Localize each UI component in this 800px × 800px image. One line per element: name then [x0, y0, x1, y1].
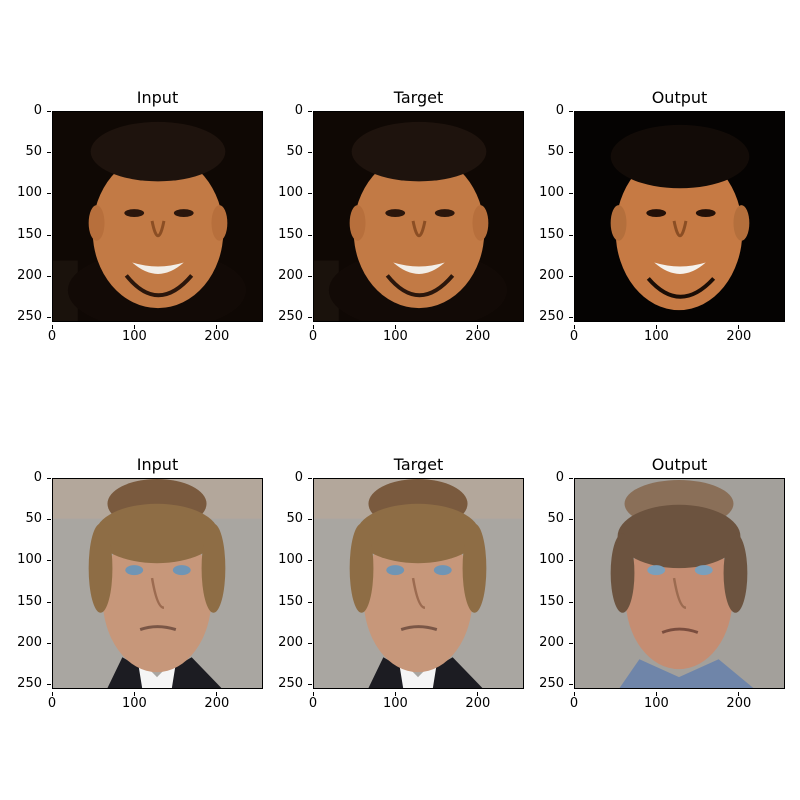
x-tick-label: 200	[458, 325, 498, 344]
panel-title: Input	[136, 88, 179, 107]
image-face-1-input	[52, 111, 263, 322]
y-tick-label: 250	[8, 677, 51, 691]
x-tick-label: 0	[293, 692, 333, 711]
y-tick-label: 250	[269, 310, 312, 324]
x-tick-label: 100	[375, 692, 415, 711]
panel-row2-target: Target	[313, 456, 524, 689]
y-tick-label: 250	[269, 677, 312, 691]
panel-row1-input: Input	[52, 89, 263, 322]
y-tick-label: 100	[530, 553, 573, 567]
face-dark-image	[314, 112, 523, 321]
y-tick-label: 0	[8, 104, 51, 118]
image-face-1-output	[574, 111, 785, 322]
face-light-image	[53, 479, 262, 688]
panel-title: Output	[651, 455, 708, 474]
y-tick-label: 200	[530, 268, 573, 283]
y-tick-label: 200	[530, 635, 573, 650]
x-tick-label: 200	[719, 325, 759, 344]
y-tick-label: 0	[530, 471, 573, 485]
y-tick-label: 150	[269, 594, 312, 609]
y-tick-label: 200	[8, 268, 51, 283]
y-tick-label: 0	[530, 104, 573, 118]
x-tick-label: 100	[114, 692, 154, 711]
y-tick-label: 250	[8, 310, 51, 324]
image-face-2-output	[574, 478, 785, 689]
y-tick-label: 150	[8, 227, 51, 242]
y-tick-label: 150	[530, 594, 573, 609]
y-tick-label: 0	[8, 471, 51, 485]
x-tick-label: 200	[458, 692, 498, 711]
panel-row1-target: Target	[313, 89, 524, 322]
x-tick-label: 100	[114, 325, 154, 344]
y-tick-label: 50	[530, 512, 573, 526]
y-tick-label: 100	[269, 186, 312, 200]
x-tick-label: 100	[636, 692, 676, 711]
y-tick-label: 100	[8, 186, 51, 200]
x-tick-label: 0	[554, 325, 594, 344]
x-tick-label: 0	[32, 692, 72, 711]
y-tick-label: 50	[8, 145, 51, 159]
y-tick-label: 250	[530, 677, 573, 691]
x-tick-label: 100	[636, 325, 676, 344]
panel-row2-input: Input	[52, 456, 263, 689]
y-tick-label: 50	[269, 512, 312, 526]
y-tick-label: 150	[8, 594, 51, 609]
y-tick-label: 250	[530, 310, 573, 324]
x-tick-label: 0	[293, 325, 333, 344]
y-tick-label: 100	[8, 553, 51, 567]
x-tick-label: 200	[197, 692, 237, 711]
y-tick-label: 150	[269, 227, 312, 242]
x-tick-label: 100	[375, 325, 415, 344]
panel-row1-output: Output	[574, 89, 785, 322]
y-tick-label: 100	[530, 186, 573, 200]
face-dark-image	[53, 112, 262, 321]
panel-title: Target	[393, 455, 444, 474]
image-face-1-target	[313, 111, 524, 322]
x-tick-label: 0	[554, 692, 594, 711]
panel-title: Target	[393, 88, 444, 107]
image-face-2-target	[313, 478, 524, 689]
face-dark-image	[575, 112, 784, 321]
y-tick-label: 50	[8, 512, 51, 526]
y-tick-label: 200	[269, 635, 312, 650]
x-tick-label: 0	[32, 325, 72, 344]
x-tick-label: 200	[197, 325, 237, 344]
y-tick-label: 0	[269, 471, 312, 485]
y-tick-label: 100	[269, 553, 312, 567]
y-tick-label: 150	[530, 227, 573, 242]
y-tick-label: 200	[8, 635, 51, 650]
face-light-image	[575, 479, 784, 688]
y-tick-label: 50	[530, 145, 573, 159]
y-tick-label: 50	[269, 145, 312, 159]
panel-row2-output: Output	[574, 456, 785, 689]
y-tick-label: 200	[269, 268, 312, 283]
y-tick-label: 0	[269, 104, 312, 118]
image-face-2-input	[52, 478, 263, 689]
x-tick-label: 200	[719, 692, 759, 711]
panel-title: Input	[136, 455, 179, 474]
face-light-image	[314, 479, 523, 688]
panel-title: Output	[651, 88, 708, 107]
